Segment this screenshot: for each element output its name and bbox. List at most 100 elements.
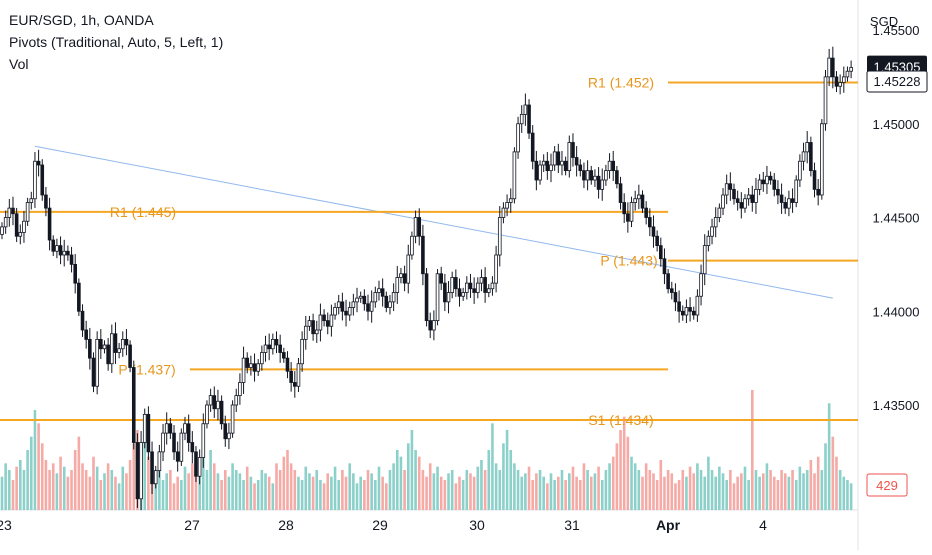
volume-bar (128, 460, 132, 510)
volume-bar (564, 480, 567, 510)
volume-bar (648, 470, 652, 510)
volume-bar (264, 473, 267, 510)
candle-body (574, 157, 579, 166)
volume-bar (29, 436, 33, 510)
volume-bar (370, 473, 373, 510)
volume-bar (575, 476, 578, 510)
candle-body (139, 442, 143, 500)
symbol-title[interactable]: EUR/SGD, 1h, OANDA (9, 12, 154, 28)
candle-body (205, 404, 209, 425)
volume-bar (772, 476, 776, 510)
volume-bar (392, 463, 395, 510)
volume-bar (509, 450, 513, 510)
volume-indicator-label[interactable]: Vol (9, 56, 29, 72)
volume-bar (194, 470, 198, 510)
candle-body (355, 297, 359, 303)
candle-body (765, 175, 769, 185)
volume-bar (377, 466, 381, 510)
candle-body (823, 76, 828, 125)
volume-bar (99, 480, 103, 510)
volume-bar (256, 480, 260, 510)
volume-bar (494, 463, 498, 510)
candle-body (201, 423, 206, 458)
pivot-layer: R1 (1.445) P (1.437) R1 (1.452) P (1.443) S1… (0, 75, 858, 428)
candle-body (563, 160, 568, 172)
volume-bar (51, 463, 55, 510)
trendline-layer (34, 145, 833, 299)
volume-bar (359, 476, 362, 510)
volume-bar (626, 436, 630, 510)
candle-body (695, 295, 700, 316)
volume-bar (406, 443, 410, 510)
volume-bar (436, 466, 439, 510)
volume-bar (355, 483, 359, 510)
candle-body (388, 301, 392, 308)
candle-body (468, 282, 473, 290)
volume-bar (637, 470, 641, 510)
candle-body (545, 160, 550, 172)
candle-body (801, 151, 806, 162)
candle-body (787, 198, 791, 209)
candle-body (505, 202, 509, 209)
volume-bar (337, 480, 341, 510)
candle-body (465, 282, 469, 293)
candle-body (102, 344, 107, 350)
volume-bar (414, 450, 417, 510)
candle-body (186, 423, 191, 443)
volume-bar (619, 430, 622, 510)
volume-bar (655, 480, 659, 510)
volume-bar (644, 463, 648, 510)
candle-body (128, 344, 132, 368)
volume-bar (381, 476, 384, 510)
pivot-indicator-label[interactable]: Pivots (Traditional, Auto, 5, Left, 1) (9, 34, 224, 50)
volume-bar (26, 450, 29, 510)
volume-bar (19, 460, 22, 510)
volume-bar (608, 463, 611, 510)
candle-body (208, 395, 213, 406)
candle-body (194, 451, 198, 477)
candle-body (77, 282, 81, 312)
candle-body (538, 164, 542, 181)
volume-bar (469, 473, 472, 510)
volume-bar (172, 483, 176, 510)
volume-bar (308, 473, 311, 510)
candle-body (296, 363, 301, 387)
candle-body (633, 198, 637, 203)
candle-body (622, 202, 626, 215)
candle-body (292, 382, 297, 387)
candle-body (611, 160, 616, 172)
volume-bar (513, 463, 516, 510)
volume-bar (681, 470, 685, 510)
volume-bar (641, 476, 644, 510)
volume-bar (95, 466, 99, 510)
volume-bar (117, 483, 121, 510)
candle-body (541, 160, 546, 166)
candle-body (688, 307, 692, 312)
candle-body (659, 245, 663, 260)
volume-bar (472, 476, 476, 510)
candle-body (25, 202, 30, 222)
volume-bar (11, 480, 15, 510)
candle-body (164, 423, 169, 434)
candle-body (739, 202, 744, 209)
price-tick-label: 1.44500 (873, 211, 920, 226)
candle-body (99, 338, 103, 350)
candle-body (395, 277, 400, 293)
pivot-label: P (1.437) (118, 361, 175, 377)
volume-bar (4, 463, 7, 510)
volume-bar (546, 483, 549, 510)
candle-body (278, 344, 282, 353)
candle-body (809, 142, 813, 172)
volume-bar (216, 473, 220, 510)
volume-bar (535, 473, 538, 510)
candle-body (706, 235, 711, 247)
candle-body (827, 57, 831, 78)
volume-bar (454, 483, 458, 510)
volume-bar (114, 476, 117, 510)
candle-body (479, 277, 484, 284)
volume-bar (670, 473, 674, 510)
volume-bar (725, 480, 728, 510)
candle-body (805, 142, 809, 153)
